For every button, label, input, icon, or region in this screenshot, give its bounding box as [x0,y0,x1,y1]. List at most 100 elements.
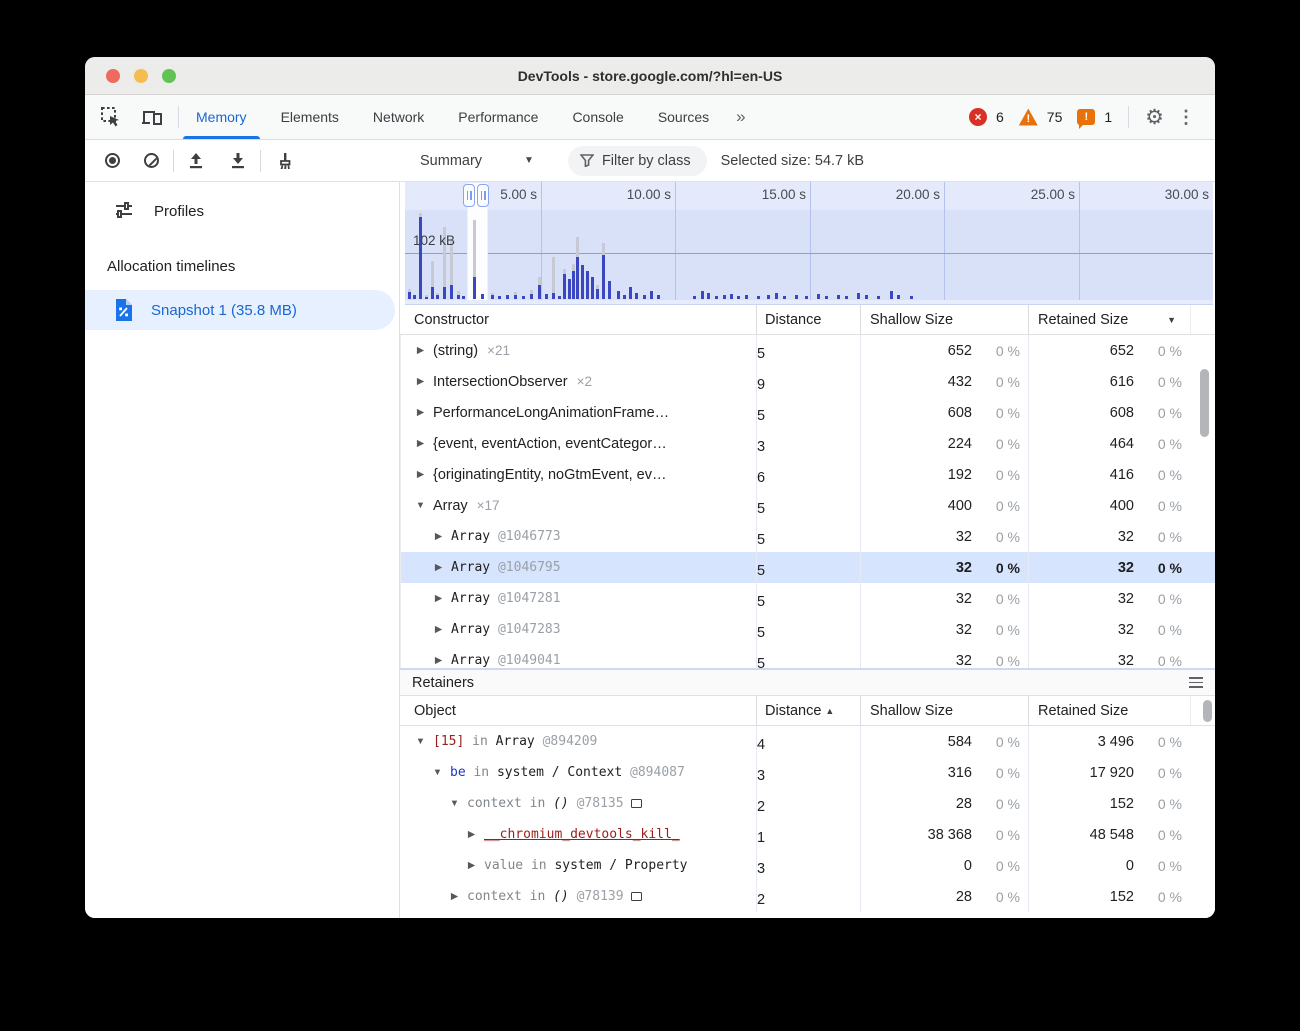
record-heap-icon[interactable] [97,146,127,176]
selection-left-handle[interactable] [463,184,475,207]
tab-sources[interactable]: Sources [657,109,710,125]
retainer-row[interactable]: ▶ context in () @78139 2 28 0 % 152 0 % [400,881,1215,912]
constructor-row[interactable]: ▼ Array ×17 5 400 0 % 400 0 % [400,490,1215,521]
column-header-retainers-shallow[interactable]: Shallow Size [860,696,1028,725]
constructor-row[interactable]: ▶ PerformanceLongAnimationFrame… 5 608 0 % 60… [400,397,1215,428]
sidebar-item-snapshot-1[interactable]: Snapshot 1 (35.8 MB) [85,290,395,330]
close-window-button[interactable] [106,69,120,83]
tab-elements[interactable]: Elements [280,109,339,125]
column-header-constructor[interactable]: Constructor [414,311,489,328]
allocation-bar-live [425,297,428,299]
cell-distance: 5 [756,521,860,552]
allocation-bar-live [563,274,566,299]
constructor-row[interactable]: ▶ Array @1049041 5 32 0 % 32 0 % [400,645,1215,668]
cell-distance: 1 [756,819,860,850]
timeline-time-label: 20.00 s [895,187,940,202]
cell-shallow-size: 32 0 % [860,552,1028,583]
allocation-bar-live [473,277,476,299]
constructor-row[interactable]: ▶ Array @1046773 5 32 0 % 32 0 % [400,521,1215,552]
load-profile-icon[interactable] [181,146,211,176]
clear-brush-icon[interactable] [268,146,298,176]
column-header-shallow-size[interactable]: Shallow Size [860,305,1028,334]
retainers-title: Retainers [412,674,475,691]
retainer-row[interactable]: ▼ context in () @78135 2 28 0 % 152 0 % [400,788,1215,819]
constructor-row[interactable]: ▶ Array @1046795 5 32 0 % 32 0 % [400,552,1215,583]
shallow-percent: 0 % [995,621,1020,638]
retainers-table-body: ▼ [15] in Array @894209 4 584 0 % 3 496 0 % ▼ be… [400,726,1215,918]
retainer-row[interactable]: ▼ [15] in Array @894209 4 584 0 % 3 496 0 % [400,726,1215,757]
issues-badge-icon[interactable]: ! [1077,109,1096,129]
column-header-retainers-retained[interactable]: Retained Size [1028,696,1190,725]
retainer-row[interactable]: ▶ value in system / Property 3 0 0 % 0 0 % [400,850,1215,881]
allocation-bar-live [897,295,900,299]
in-keyword: in [464,734,496,749]
customize-devtools-icon[interactable]: ⋮ [1177,106,1195,127]
retained-value: 0 [1125,857,1134,874]
tab-performance[interactable]: Performance [458,109,539,125]
allocation-timeline-overview[interactable]: 5.00 s 10.00 s 15.00 s 20.00 s 25.00 s 30.00 … [405,182,1213,305]
retainers-scrollbar-thumb[interactable] [1203,700,1212,722]
retainer-row[interactable]: ▶ __chromium_devtools_kill_ 1 38 368 0 % 48 5… [400,819,1215,850]
expanded-arrow-icon: ▼ [415,500,426,511]
minimize-window-button[interactable] [134,69,148,83]
toggle-device-toolbar-icon[interactable] [140,106,164,128]
perspective-select[interactable]: Summary ▼ [420,153,534,169]
constructor-row[interactable]: ▶ {originatingEntity, noGtmEvent, ev… 6 192… [400,459,1215,490]
tab-network[interactable]: Network [372,109,425,125]
warning-badge-icon[interactable]: ! [1018,108,1038,126]
shallow-value: 192 [947,466,972,483]
tab-memory[interactable]: Memory [179,95,264,139]
column-header-distance[interactable]: Distance [756,305,860,334]
filter-by-class-input[interactable]: Filter by class [567,145,707,176]
zoom-window-button[interactable] [162,69,176,83]
badge-divider [1128,106,1130,128]
constructor-row[interactable]: ▶ Array @1047283 5 32 0 % 32 0 % [400,614,1215,645]
column-header-retainers-distance[interactable]: Distance ▲ [756,696,860,725]
allocation-bar-live [538,285,541,299]
constructor-name: Array [451,529,491,544]
constructor-row[interactable]: ▶ (string) ×21 5 652 0 % 652 0 % [400,335,1215,366]
column-header-retained-size[interactable]: Retained Size ▼ [1028,305,1190,334]
cell-distance: 5 [756,614,860,645]
constructor-row[interactable]: ▶ IntersectionObserver ×2 9 432 0 % 616 0 % [400,366,1215,397]
column-header-object[interactable]: Object [414,702,456,719]
row-gutter [1190,459,1215,490]
save-profile-icon[interactable] [223,146,253,176]
cell-object: ▶ context in () @78139 [400,889,756,904]
error-count[interactable]: 6 [996,109,1004,125]
retainers-menu-icon[interactable] [1189,677,1203,688]
selection-right-handle[interactable] [477,184,489,207]
tab-console[interactable]: Console [572,109,624,125]
timeline-selection-window[interactable] [467,183,488,300]
profiles-header[interactable]: Profiles [85,182,399,226]
shallow-percent: 0 % [995,652,1020,669]
shallow-percent: 0 % [995,795,1020,812]
settings-gear-icon[interactable]: ⚙ [1145,105,1164,129]
more-tabs-button[interactable]: » [736,107,746,126]
clear-profiles-icon[interactable] [136,146,166,176]
timeline-bottom-strip [405,300,1213,304]
allocation-bar-live [572,271,575,299]
constructor-row[interactable]: ▶ Array @1047281 5 32 0 % 32 0 % [400,583,1215,614]
retainer-object-name: () [553,796,569,811]
constructor-scrollbar-thumb[interactable] [1200,369,1209,437]
constructor-row[interactable]: ▶ {event, eventAction, eventCategor… 3 224 0… [400,428,1215,459]
retained-percent: 0 % [1157,826,1182,843]
shallow-value: 28 [955,888,972,905]
retainer-row[interactable]: ▼ be in system / Context @894087 3 316 0 % 17… [400,757,1215,788]
allocation-bar-live [805,296,808,299]
cell-retained-size: 48 548 0 % [1028,819,1190,850]
cell-object: ▶ value in system / Property [400,858,756,873]
retained-value: 152 [1109,888,1134,905]
cell-constructor: ▶ Array @1046795 [400,560,756,575]
allocation-bar-live [506,295,509,299]
shallow-percent: 0 % [995,373,1020,390]
object-address: @78139 [568,889,624,904]
warning-count[interactable]: 75 [1046,109,1063,125]
issue-count[interactable]: 1 [1104,109,1113,125]
error-badge-icon[interactable]: × [969,108,987,126]
cell-retained-size: 32 0 % [1028,552,1190,583]
cell-constructor: ▶ {event, eventAction, eventCategor… [400,436,756,452]
inspect-element-icon[interactable] [100,106,122,128]
constructor-name: PerformanceLongAnimationFrame… [433,404,670,421]
